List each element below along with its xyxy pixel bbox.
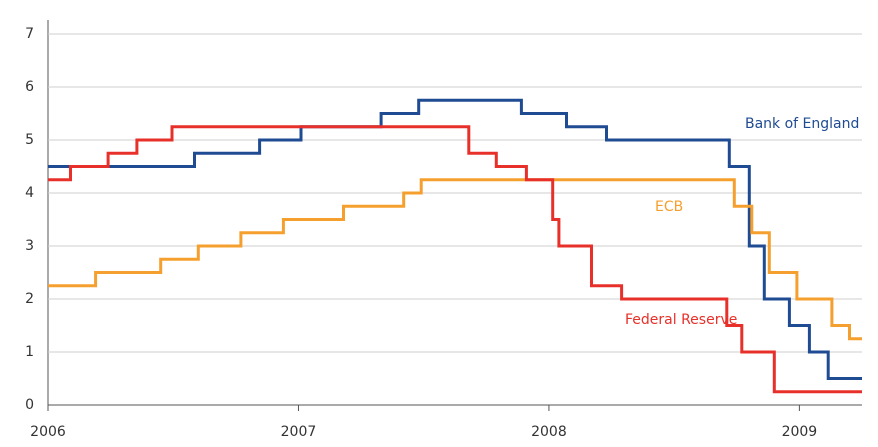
x-tick-label: 2007	[281, 424, 317, 440]
x-tick-label: 2006	[30, 424, 66, 440]
series-label: Federal Reserve	[625, 312, 737, 328]
y-tick-label: 7	[25, 26, 34, 42]
y-tick-label: 2	[25, 291, 34, 307]
y-tick-label: 3	[25, 238, 34, 254]
y-tick-label: 4	[25, 185, 34, 201]
y-tick-label: 5	[25, 132, 34, 148]
x-tick-label: 2009	[782, 424, 818, 440]
series-line	[48, 178, 862, 341]
y-tick-label: 1	[25, 344, 34, 360]
y-tick-label: 0	[25, 397, 34, 413]
series-label: Bank of England	[745, 116, 859, 132]
series-line	[48, 98, 862, 380]
series-line	[48, 125, 862, 394]
series-label: ECB	[655, 199, 683, 215]
y-tick-label: 6	[25, 79, 34, 95]
x-tick-label: 2008	[531, 424, 567, 440]
